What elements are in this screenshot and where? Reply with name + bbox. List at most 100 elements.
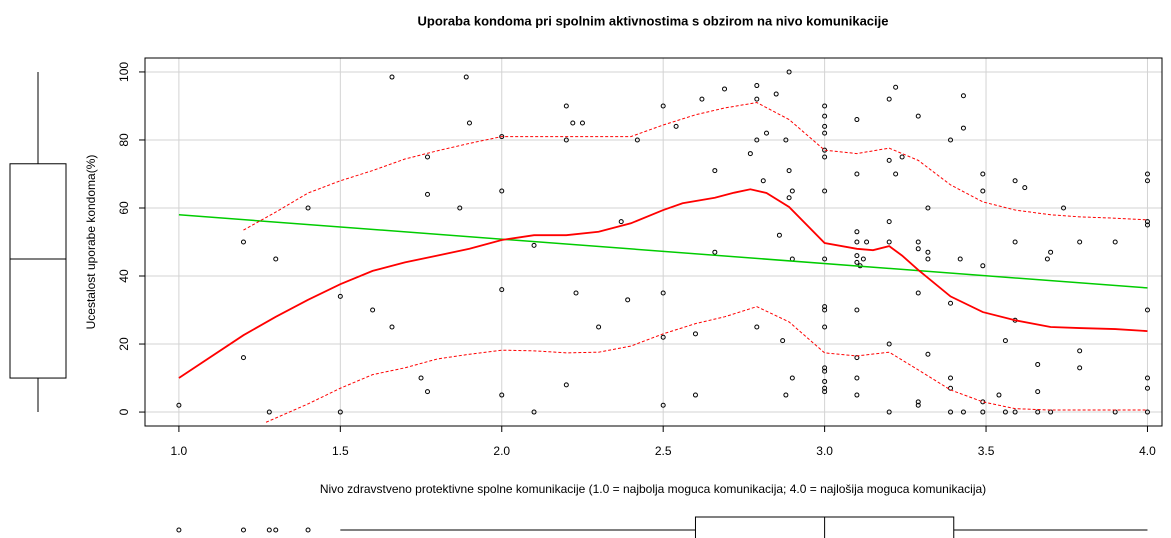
point: [915, 246, 921, 252]
point: [457, 205, 463, 211]
point: [531, 242, 537, 248]
point: [915, 399, 921, 405]
point: [886, 409, 892, 415]
point: [822, 368, 828, 374]
point: [1035, 409, 1041, 415]
point: [980, 188, 986, 194]
point: [886, 219, 892, 225]
point: [854, 229, 860, 235]
point: [692, 392, 698, 398]
x-axis-label: Nivo zdravstveno protektivne spolne komu…: [320, 482, 986, 496]
point: [854, 117, 860, 123]
point: [1144, 178, 1150, 184]
y-tick-label: 20: [117, 337, 131, 351]
point: [948, 385, 954, 391]
point: [337, 409, 343, 415]
y-tick-label: 100: [117, 62, 131, 82]
y-tick-label: 60: [117, 201, 131, 215]
point: [822, 113, 828, 119]
point: [1022, 185, 1028, 191]
point: [1048, 409, 1054, 415]
point: [1077, 239, 1083, 245]
point: [1002, 338, 1008, 344]
point: [1144, 375, 1150, 381]
outlier: [266, 527, 272, 533]
point: [1144, 222, 1150, 228]
point: [764, 130, 769, 136]
point: [980, 171, 986, 177]
point: [1077, 348, 1083, 354]
point: [1048, 249, 1054, 255]
point: [786, 168, 792, 174]
point: [925, 249, 931, 255]
point: [370, 307, 376, 313]
point: [886, 239, 892, 245]
point: [1077, 365, 1083, 371]
point: [948, 375, 954, 381]
point: [1012, 409, 1018, 415]
point: [1012, 178, 1018, 184]
point: [425, 389, 430, 395]
y-tick-label: 40: [117, 269, 131, 283]
point: [760, 178, 766, 184]
point: [712, 168, 718, 174]
lower-band: [265, 306, 1148, 423]
point: [754, 137, 760, 143]
point: [822, 304, 828, 310]
point: [854, 375, 860, 381]
point: [860, 256, 866, 262]
point: [692, 331, 698, 337]
point: [789, 375, 795, 381]
point: [754, 96, 760, 102]
point: [960, 93, 966, 99]
point: [1144, 307, 1150, 313]
point: [673, 123, 679, 129]
point: [1144, 409, 1150, 415]
point: [948, 300, 954, 306]
point: [1002, 409, 1008, 415]
outlier: [240, 527, 246, 533]
point: [418, 375, 424, 381]
point: [822, 130, 828, 136]
point: [273, 256, 279, 262]
point: [786, 195, 792, 201]
point: [266, 409, 272, 415]
point: [996, 392, 1002, 398]
linear-fit: [178, 214, 1148, 289]
point: [499, 287, 505, 293]
point: [660, 334, 666, 340]
point: [1035, 361, 1041, 367]
point: [699, 96, 705, 102]
point: [925, 256, 931, 262]
point: [463, 74, 469, 80]
point: [783, 392, 789, 398]
outlier: [273, 527, 279, 533]
point: [822, 378, 828, 384]
point: [425, 191, 430, 197]
point: [563, 137, 569, 143]
point: [925, 351, 931, 357]
point: [596, 324, 602, 330]
outlier: [305, 527, 311, 533]
point: [822, 154, 828, 160]
point: [466, 120, 472, 126]
point: [783, 137, 789, 143]
point: [886, 157, 892, 163]
point: [780, 338, 786, 344]
point: [854, 239, 860, 245]
point: [822, 389, 828, 395]
y-tick-label: 0: [117, 408, 131, 415]
point: [822, 188, 828, 194]
point: [822, 385, 828, 391]
point: [579, 120, 585, 126]
point: [822, 256, 828, 262]
plot-area: [176, 69, 1150, 423]
point: [822, 307, 828, 313]
plot-frame: [144, 57, 1163, 427]
point: [634, 137, 640, 143]
point: [915, 402, 921, 408]
point: [240, 355, 246, 361]
point: [563, 103, 569, 109]
point: [789, 188, 795, 194]
point: [1012, 239, 1018, 245]
